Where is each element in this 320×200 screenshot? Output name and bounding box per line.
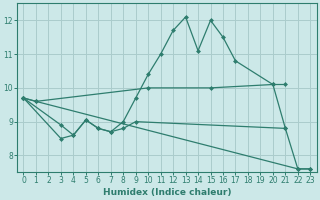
X-axis label: Humidex (Indice chaleur): Humidex (Indice chaleur) xyxy=(103,188,231,197)
